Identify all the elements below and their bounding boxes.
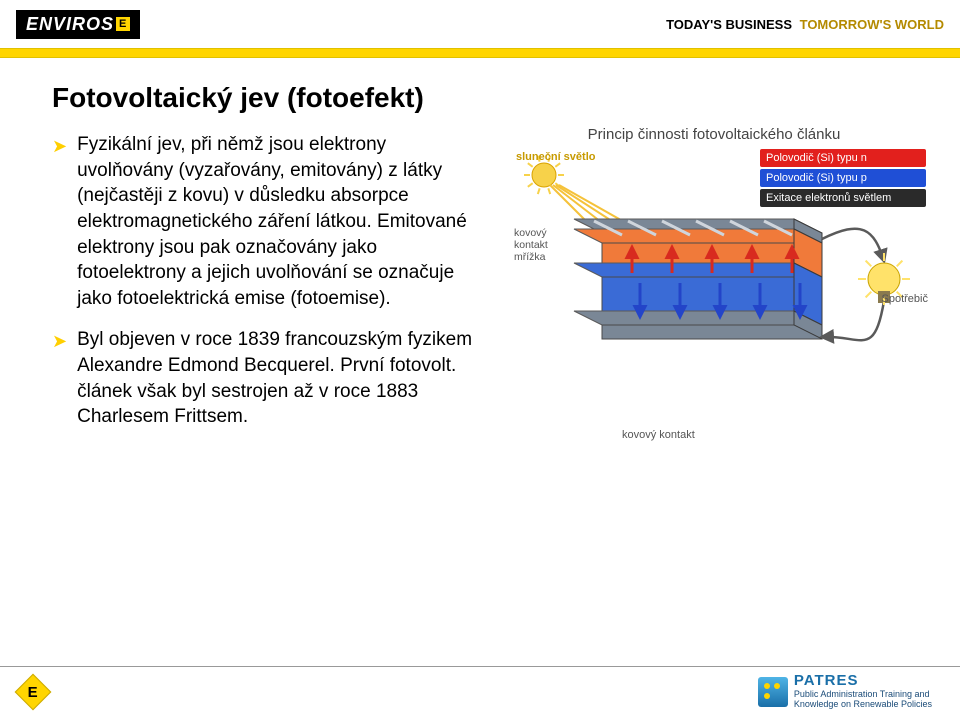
brand-text: ENVIROS bbox=[26, 14, 114, 35]
divider-bar bbox=[0, 48, 960, 58]
legend-row: Polovodič (Si) typu p bbox=[760, 169, 926, 187]
figure-wrap: sluneční světlo Polovodič (Si) typu n Po… bbox=[504, 149, 924, 449]
legend-row: Exitace elektronů světlem bbox=[760, 189, 926, 207]
bullet-text: Byl objeven v roce 1839 francouzským fyz… bbox=[77, 327, 480, 430]
tagline-a: TODAY'S BUSINESS bbox=[666, 17, 792, 32]
consumer-label: Spotřebič bbox=[882, 293, 928, 305]
bullet-text: Fyzikální jev, při němž jsou elektrony u… bbox=[77, 132, 480, 311]
slide-content: Fotovoltaický jev (fotoefekt) ➤ Fyzikáln… bbox=[0, 58, 960, 449]
side-labels: kovovýkontaktmřížka bbox=[514, 227, 548, 263]
bullet-arrow-icon: ➤ bbox=[52, 329, 67, 430]
patres-title: PATRES bbox=[794, 673, 932, 690]
brand-badge: E bbox=[116, 17, 130, 31]
legend-row: Polovodič (Si) typu n bbox=[760, 149, 926, 167]
patres-icon bbox=[758, 677, 788, 707]
legend: Polovodič (Si) typu n Polovodič (Si) typ… bbox=[760, 149, 926, 209]
patres-text: PATRES Public Administration Training an… bbox=[794, 673, 932, 709]
bottom-contact-label: kovový kontakt bbox=[622, 429, 695, 441]
enviros-diamond-icon: E bbox=[15, 673, 52, 710]
tagline: TODAY'S BUSINESS TOMORROW'S WORLD bbox=[666, 17, 944, 32]
bullet-item: ➤ Fyzikální jev, při němž jsou elektrony… bbox=[52, 132, 480, 311]
patres-sub: Public Administration Training andKnowle… bbox=[794, 690, 932, 710]
header: ENVIROS E TODAY'S BUSINESS TOMORROW'S WO… bbox=[0, 0, 960, 48]
tagline-b: TOMORROW'S WORLD bbox=[800, 17, 944, 32]
sun-label: sluneční světlo bbox=[516, 151, 595, 163]
diamond-letter: E bbox=[28, 683, 38, 700]
bullet-arrow-icon: ➤ bbox=[52, 134, 67, 311]
figure-column: Princip činnosti fotovoltaického článku … bbox=[504, 82, 924, 449]
enviros-logo: ENVIROS E bbox=[16, 10, 140, 39]
slide-title: Fotovoltaický jev (fotoefekt) bbox=[52, 82, 480, 114]
bullet-item: ➤ Byl objeven v roce 1839 francouzským f… bbox=[52, 327, 480, 430]
footer: E PATRES Public Administration Training … bbox=[0, 666, 960, 716]
patres-logo: PATRES Public Administration Training an… bbox=[758, 673, 932, 709]
figure-title: Princip činnosti fotovoltaického článku bbox=[504, 126, 924, 143]
text-column: Fotovoltaický jev (fotoefekt) ➤ Fyzikáln… bbox=[52, 82, 480, 449]
